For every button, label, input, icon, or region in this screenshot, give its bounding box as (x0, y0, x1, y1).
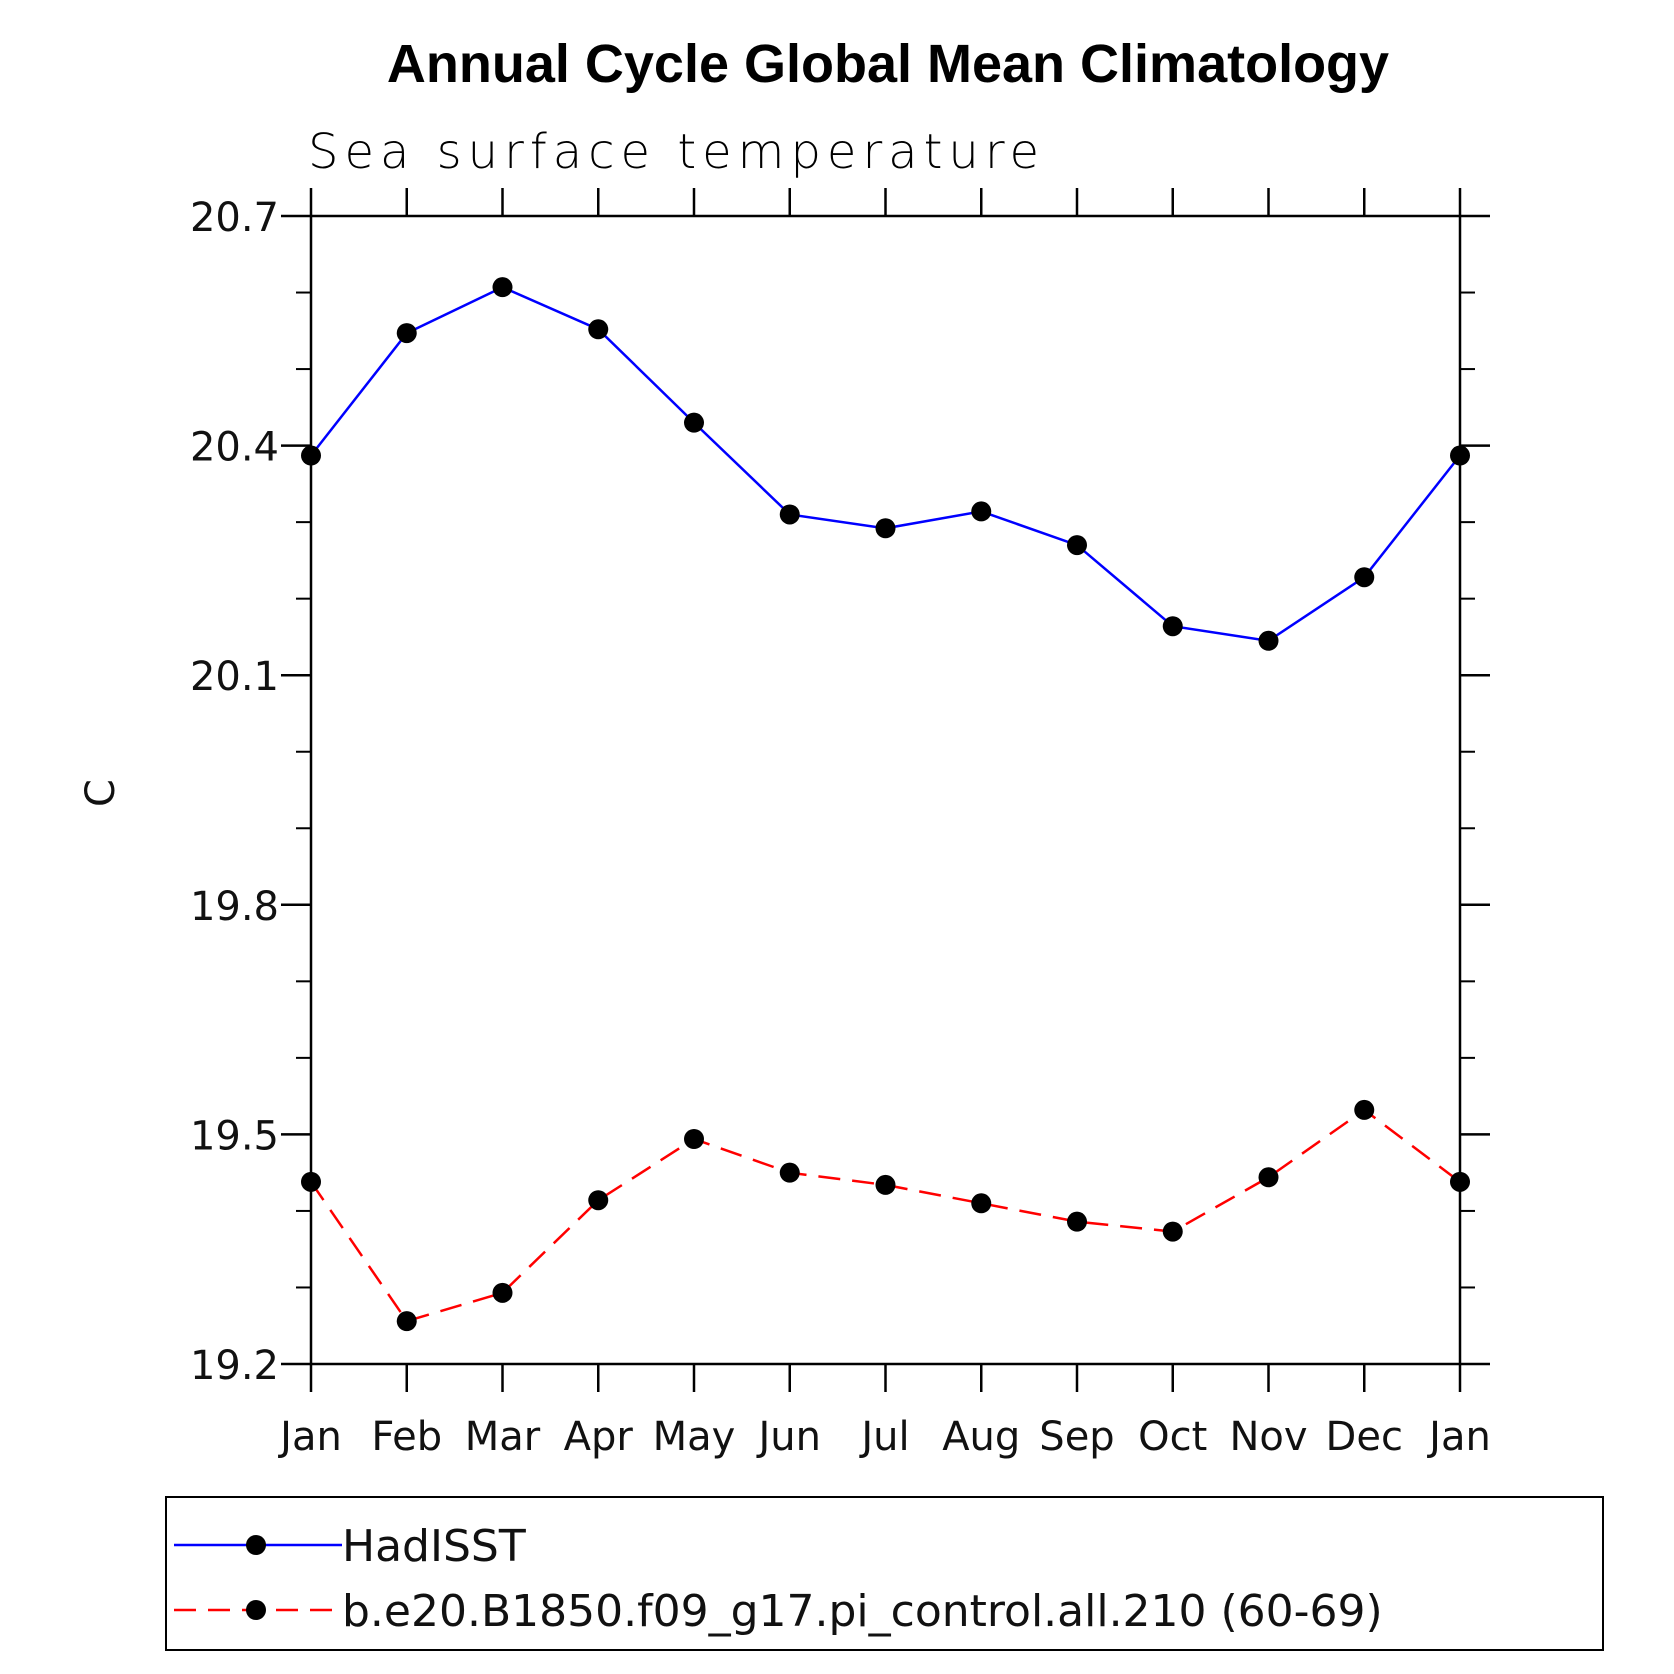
data-point-s1 (1162, 616, 1183, 637)
data-point-s1 (1258, 630, 1279, 651)
series-line-1 (310, 285, 1461, 643)
x-tick-label: Oct (1138, 1414, 1207, 1460)
data-point-s2 (971, 1193, 992, 1214)
x-tick-label: Apr (564, 1414, 634, 1460)
y-tick-label: 19.5 (190, 1113, 279, 1159)
y-tick-label: 20.4 (190, 425, 279, 471)
data-point-s1 (301, 445, 321, 466)
x-tick-label: Aug (942, 1414, 1020, 1460)
y-tick-label: 20.1 (190, 654, 279, 700)
data-point-s1 (588, 319, 609, 340)
data-point-s2 (875, 1174, 896, 1195)
x-tick-label: Dec (1326, 1414, 1403, 1460)
legend: HadISST b.e20.B1850.f09_g17.pi_control.al… (165, 1496, 1604, 1651)
x-tick-label: Jun (756, 1414, 822, 1460)
y-axis-label: C (78, 779, 124, 807)
data-point-s2 (1450, 1171, 1470, 1192)
data-point-s2 (301, 1171, 321, 1192)
data-point-s2 (396, 1311, 417, 1332)
x-tick-label: Nov (1229, 1414, 1307, 1460)
data-point-s2 (1354, 1099, 1375, 1120)
legend-marker-1 (246, 1535, 266, 1555)
data-point-s1 (971, 501, 992, 522)
legend-label-1: HadISST (342, 1521, 526, 1572)
data-point-s2 (1162, 1221, 1183, 1242)
data-point-s1 (1067, 535, 1087, 556)
chart-title: Annual Cycle Global Mean Climatology (387, 34, 1389, 94)
series-markers (301, 277, 1470, 1332)
x-tick-label: Jul (858, 1414, 909, 1460)
x-tick-label: Jan (1426, 1414, 1491, 1460)
data-point-s1 (1354, 567, 1375, 588)
x-tick-label: Jan (277, 1414, 342, 1460)
series-lines (309, 285, 1461, 1323)
legend-frame (165, 1496, 1604, 1651)
y-tick-label: 20.7 (190, 195, 279, 241)
legend-marker-2 (246, 1600, 266, 1620)
data-point-s2 (1258, 1167, 1279, 1188)
y-tick-label: 19.2 (190, 1343, 279, 1389)
x-tick-label: Mar (465, 1414, 541, 1460)
legend-label-2: b.e20.B1850.f09_g17.pi_control.all.210 (… (342, 1586, 1383, 1637)
data-point-s2 (588, 1190, 609, 1211)
data-point-s2 (1067, 1211, 1087, 1232)
series-line-2 (309, 1108, 1461, 1323)
data-point-s1 (1450, 445, 1470, 466)
x-tick-label: Sep (1039, 1414, 1114, 1460)
data-point-s1 (779, 504, 800, 525)
data-point-s1 (492, 277, 513, 298)
data-point-s2 (492, 1282, 513, 1303)
data-point-s1 (396, 323, 417, 344)
data-point-s2 (779, 1162, 800, 1183)
y-tick-label: 19.8 (190, 884, 279, 930)
data-point-s1 (684, 412, 704, 433)
chart-subtitle: Sea surface temperature (308, 124, 1045, 180)
data-point-s2 (684, 1128, 704, 1149)
x-tick-label: Feb (371, 1414, 442, 1460)
x-tick-label: May (653, 1414, 736, 1460)
data-point-s1 (875, 518, 896, 539)
axis-ticks: Jan Feb Mar Apr May Jun Jul Aug Sep Oct Nov Dec Jan 2… (190, 188, 1491, 1460)
